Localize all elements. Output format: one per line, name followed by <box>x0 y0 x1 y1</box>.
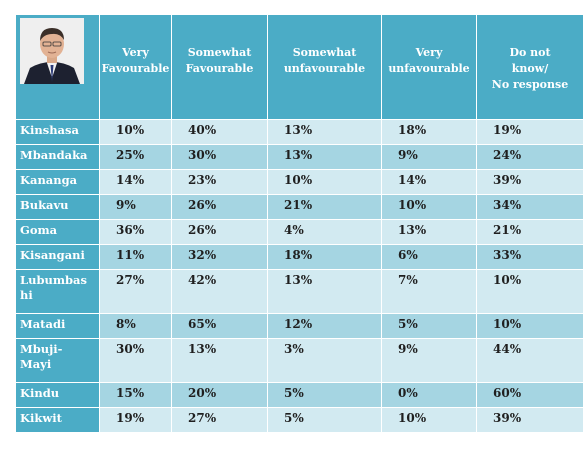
value-cell: 26% <box>171 194 268 220</box>
value-cell: 27% <box>99 269 172 314</box>
table-body: Kinshasa 10% 40% 13% 18% 19% Mbandaka 25… <box>15 119 584 433</box>
value-cell: 32% <box>171 244 268 270</box>
value-cell: 3% <box>267 338 382 383</box>
table-row: Lubumbas hi 27% 42% 13% 7% 10% <box>15 269 584 314</box>
value-cell: 13% <box>267 119 382 145</box>
value-cell: 10% <box>476 313 584 339</box>
value-cell: 40% <box>171 119 268 145</box>
value-cell: 13% <box>267 269 382 314</box>
city-cell: Lubumbas hi <box>15 269 100 314</box>
value-cell: 27% <box>171 407 268 433</box>
column-header-0: Very Favourable <box>99 14 172 120</box>
city-cell: Kikwit <box>15 407 100 433</box>
table-row: Matadi 8% 65% 12% 5% 10% <box>15 313 584 339</box>
value-cell: 6% <box>381 244 477 270</box>
table-row: Kananga 14% 23% 10% 14% 39% <box>15 169 584 195</box>
column-header-2: Somewhat unfavourable <box>267 14 382 120</box>
city-cell: Mbandaka <box>15 144 100 170</box>
value-cell: 11% <box>99 244 172 270</box>
value-cell: 34% <box>476 194 584 220</box>
table-row: Goma 36% 26% 4% 13% 21% <box>15 219 584 245</box>
value-cell: 5% <box>267 407 382 433</box>
value-cell: 60% <box>476 382 584 408</box>
value-cell: 25% <box>99 144 172 170</box>
portrait-photo <box>20 18 84 84</box>
value-cell: 30% <box>99 338 172 383</box>
value-cell: 8% <box>99 313 172 339</box>
column-header-4: Do not know/ No response <box>476 14 584 120</box>
value-cell: 30% <box>171 144 268 170</box>
value-cell: 14% <box>99 169 172 195</box>
value-cell: 36% <box>99 219 172 245</box>
value-cell: 21% <box>476 219 584 245</box>
value-cell: 10% <box>99 119 172 145</box>
value-cell: 19% <box>476 119 584 145</box>
city-cell: Kananga <box>15 169 100 195</box>
value-cell: 65% <box>171 313 268 339</box>
value-cell: 42% <box>171 269 268 314</box>
city-cell: Goma <box>15 219 100 245</box>
value-cell: 26% <box>171 219 268 245</box>
value-cell: 15% <box>99 382 172 408</box>
column-header-3: Very unfavourable <box>381 14 477 120</box>
value-cell: 39% <box>476 407 584 433</box>
table-row: Mbandaka 25% 30% 13% 9% 24% <box>15 144 584 170</box>
value-cell: 9% <box>381 144 477 170</box>
value-cell: 23% <box>171 169 268 195</box>
column-header-1: Somewhat Favourable <box>171 14 268 120</box>
table-row: Mbuji- Mayi 30% 13% 3% 9% 44% <box>15 338 584 383</box>
value-cell: 10% <box>476 269 584 314</box>
value-cell: 0% <box>381 382 477 408</box>
city-cell: Kinshasa <box>15 119 100 145</box>
header-row: Very Favourable Somewhat Favourable Some… <box>15 14 584 120</box>
value-cell: 18% <box>267 244 382 270</box>
survey-table: Very Favourable Somewhat Favourable Some… <box>15 14 584 433</box>
city-cell: Mbuji- Mayi <box>15 338 100 383</box>
value-cell: 21% <box>267 194 382 220</box>
value-cell: 7% <box>381 269 477 314</box>
city-cell: Kisangani <box>15 244 100 270</box>
value-cell: 10% <box>381 407 477 433</box>
value-cell: 19% <box>99 407 172 433</box>
value-cell: 14% <box>381 169 477 195</box>
value-cell: 10% <box>381 194 477 220</box>
city-cell: Matadi <box>15 313 100 339</box>
city-cell: Bukavu <box>15 194 100 220</box>
value-cell: 24% <box>476 144 584 170</box>
value-cell: 18% <box>381 119 477 145</box>
value-cell: 12% <box>267 313 382 339</box>
value-cell: 13% <box>381 219 477 245</box>
value-cell: 10% <box>267 169 382 195</box>
photo-header-cell <box>15 14 100 120</box>
value-cell: 33% <box>476 244 584 270</box>
table-row: Kindu 15% 20% 5% 0% 60% <box>15 382 584 408</box>
table-row: Kikwit 19% 27% 5% 10% 39% <box>15 407 584 433</box>
value-cell: 9% <box>99 194 172 220</box>
table-row: Kinshasa 10% 40% 13% 18% 19% <box>15 119 584 145</box>
value-cell: 39% <box>476 169 584 195</box>
value-cell: 9% <box>381 338 477 383</box>
table-row: Bukavu 9% 26% 21% 10% 34% <box>15 194 584 220</box>
city-cell: Kindu <box>15 382 100 408</box>
value-cell: 20% <box>171 382 268 408</box>
value-cell: 4% <box>267 219 382 245</box>
table-row: Kisangani 11% 32% 18% 6% 33% <box>15 244 584 270</box>
value-cell: 13% <box>267 144 382 170</box>
value-cell: 5% <box>381 313 477 339</box>
value-cell: 13% <box>171 338 268 383</box>
value-cell: 44% <box>476 338 584 383</box>
value-cell: 5% <box>267 382 382 408</box>
